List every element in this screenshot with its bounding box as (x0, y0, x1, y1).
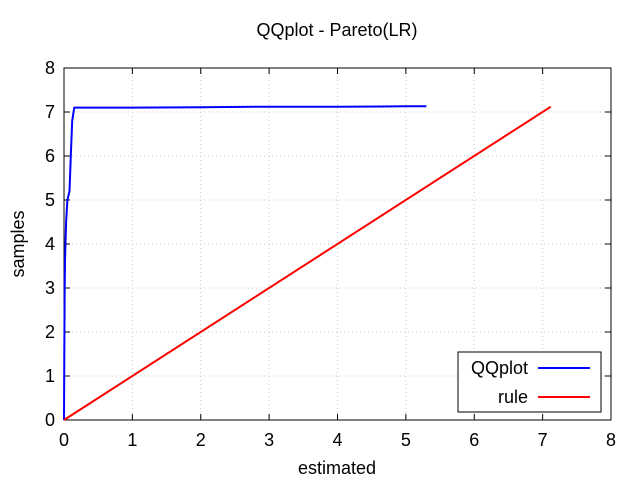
y-tick-label: 1 (45, 366, 55, 386)
x-tick-label: 2 (196, 430, 206, 450)
series-line-rule (63, 105, 552, 421)
y-tick-label: 2 (45, 322, 55, 342)
y-tick-label: 6 (45, 146, 55, 166)
legend-label-qqplot: QQplot (471, 358, 528, 378)
axis-ticks: 0 1 2 3 4 5 6 7 8 0 1 2 3 4 5 6 7 8 (45, 58, 616, 450)
x-tick-label: 7 (538, 430, 548, 450)
chart-title: QQplot - Pareto(LR) (256, 20, 417, 40)
y-axis-label: samples (8, 210, 28, 277)
y-tick-label: 5 (45, 190, 55, 210)
x-tick-label: 8 (606, 430, 616, 450)
series-line-qqplot (63, 105, 427, 421)
x-tick-label: 1 (127, 430, 137, 450)
legend-box (457, 351, 602, 413)
y-tick-label: 0 (45, 410, 55, 430)
x-axis-label: estimated (298, 458, 376, 478)
y-tick-label: 8 (45, 58, 55, 78)
series (63, 105, 552, 421)
x-tick-label: 4 (332, 430, 342, 450)
x-tick-label: 3 (264, 430, 274, 450)
y-tick-label: 7 (45, 102, 55, 122)
x-tick-label: 5 (401, 430, 411, 450)
y-tick-label: 3 (45, 278, 55, 298)
x-tick-label: 0 (59, 430, 69, 450)
legend: QQplot rule (457, 351, 602, 413)
y-tick-label: 4 (45, 234, 55, 254)
x-tick-label: 6 (469, 430, 479, 450)
legend-label-rule: rule (498, 387, 528, 407)
